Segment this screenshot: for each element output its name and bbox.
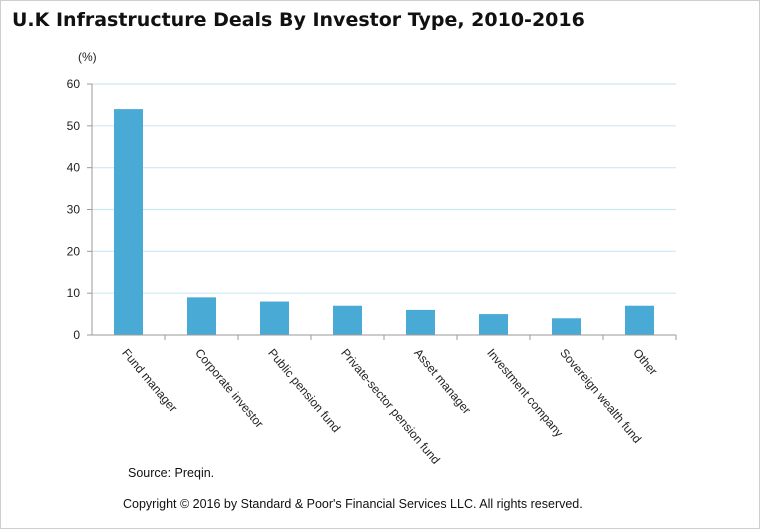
- y-tick-label: 60: [67, 77, 81, 91]
- axes: [87, 83, 677, 340]
- y-tick-label: 10: [67, 286, 81, 300]
- bar: [625, 305, 654, 335]
- x-tick-label: Public pension fund: [265, 346, 343, 435]
- bar: [479, 314, 508, 335]
- x-tick-label: Fund manager: [119, 346, 180, 415]
- x-tick-label: Investment company: [484, 346, 566, 440]
- bars: [114, 109, 654, 335]
- bar: [333, 305, 362, 335]
- source-note: Source: Preqin.: [128, 466, 215, 480]
- y-tick-label: 30: [67, 203, 81, 217]
- bar: [114, 109, 143, 335]
- y-tick-labels: 0 10 20 30 40 50 60: [67, 77, 81, 342]
- y-tick-label: 20: [67, 244, 81, 258]
- x-tick-label: Asset manager: [411, 346, 474, 417]
- bar: [187, 297, 216, 335]
- y-tick-label: 40: [67, 161, 81, 175]
- y-tick-label: 50: [67, 119, 81, 133]
- gridlines: [92, 83, 676, 294]
- x-tick-label: Sovereign wealth fund: [557, 346, 644, 446]
- bar: [552, 318, 581, 335]
- copyright-note: Copyright © 2016 by Standard & Poor's Fi…: [123, 497, 583, 511]
- chart-title: U.K Infrastructure Deals By Investor Typ…: [12, 9, 585, 31]
- x-tick-label: Other: [630, 346, 660, 378]
- y-axis-unit-label: (%): [78, 50, 97, 64]
- bar: [260, 301, 289, 335]
- y-tick-label: 0: [73, 328, 80, 342]
- bar: [406, 309, 435, 335]
- x-tick-label: Corporate investor: [192, 346, 266, 431]
